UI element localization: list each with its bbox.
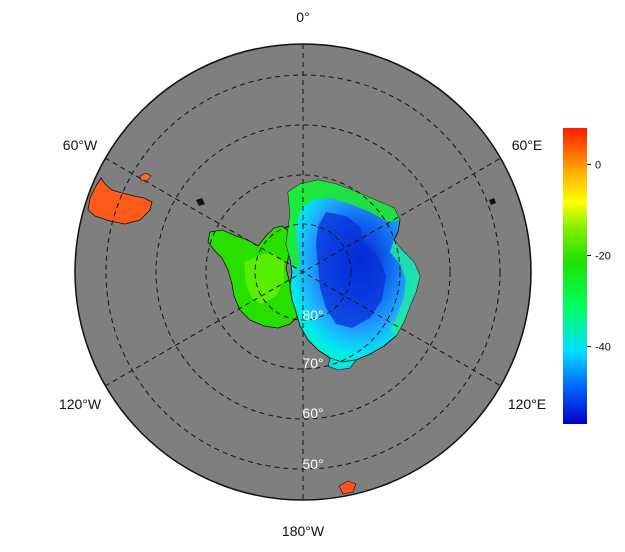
lat-circle-70: [205, 174, 401, 370]
south-georgia-island: [196, 198, 205, 206]
lon-label-180w: 180°W: [282, 523, 325, 539]
lat-circle-60: [155, 124, 451, 420]
lat-label-70: 70°: [302, 355, 323, 371]
lon-label-60e: 60°E: [512, 137, 543, 153]
colorbar-tick-label: 0: [595, 159, 601, 171]
lat-label-80: 80°: [302, 307, 323, 323]
colorbar: 0 -20 -40: [563, 128, 611, 424]
lat-label-50: 50°: [302, 456, 323, 472]
east-coast-fringe: [390, 240, 420, 336]
falkland-islands: [139, 172, 152, 182]
peninsula-highlands: [244, 252, 284, 304]
meridians: [104, 44, 502, 500]
lon-label-120e: 120°E: [508, 396, 546, 412]
lon-label-60w: 60°W: [63, 137, 98, 153]
sub-antarctic-island: [338, 480, 357, 495]
lon-label-120w: 120°W: [59, 396, 102, 412]
meridian-120: [104, 157, 502, 387]
lon-label-0: 0°: [296, 9, 309, 25]
lat-label-60: 60°: [302, 405, 323, 421]
colorbar-tick-label: -20: [595, 251, 611, 263]
south-america-landmass: [87, 177, 153, 225]
colorbar-tick-label: -40: [595, 342, 611, 354]
colorbar-gradient: [563, 128, 587, 424]
kerguelen-island: [489, 198, 496, 205]
